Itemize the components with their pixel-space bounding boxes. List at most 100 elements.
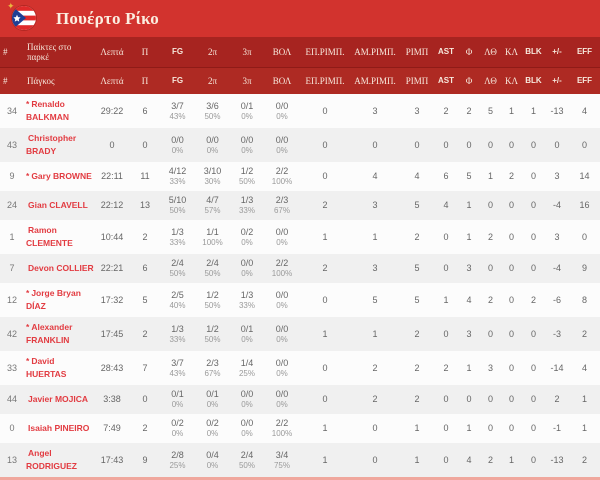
- stat-eff: 8: [581, 294, 587, 305]
- stat-oreb: 1: [322, 328, 328, 339]
- stat-pm: -4: [552, 263, 561, 273]
- player-name-link[interactable]: Gian CLAVELL: [28, 200, 88, 210]
- stat-f: 5: [466, 171, 472, 181]
- stat-pm: -13: [550, 105, 564, 116]
- player-name-link[interactable]: Isaiah PINEIRO: [28, 423, 90, 433]
- stat-fg: 2/5 40%: [160, 283, 195, 317]
- stat-blk: 0: [530, 454, 536, 465]
- made-attempted: 3/10: [203, 166, 222, 176]
- made-attempted: 2/3: [275, 195, 289, 205]
- player-row: 12 * Jorge Bryan DÍAZ 17:32 5 2/5 40% 1/2 50% 1/3…: [0, 283, 600, 317]
- starter-asterisk: *: [26, 322, 30, 332]
- stat-p3: 0/1 0%: [230, 317, 264, 351]
- percentage: 50%: [204, 269, 221, 278]
- percentage: 100%: [202, 237, 223, 247]
- column-header-ast: AST: [438, 47, 454, 57]
- team-banner: ✦ Πουέρτο Ρίκο: [0, 0, 600, 37]
- stat-eff: 0: [581, 139, 587, 150]
- stat-fg: 0/2 0%: [160, 414, 195, 443]
- stat-stl: 0: [508, 328, 514, 339]
- player-name-cell: Javier MOJICA: [24, 385, 94, 414]
- stat-oreb: 0: [322, 105, 328, 116]
- percentage: 75%: [273, 460, 290, 470]
- made-attempted: 0/0: [206, 134, 219, 145]
- stat-p3: 1/3 33%: [230, 191, 264, 220]
- made-attempted: 2/2: [275, 258, 289, 268]
- player-name-link[interactable]: Gary BROWNE: [31, 171, 92, 181]
- stat-oreb: 0: [322, 171, 328, 181]
- stat-blk: 0: [530, 200, 536, 210]
- stat-min: 22:12: [100, 200, 124, 210]
- stat-p3: 0/1 0%: [230, 94, 264, 128]
- player-name-link[interactable]: Javier MOJICA: [28, 394, 88, 404]
- player-name-link[interactable]: Angel RODRIGUEZ: [26, 448, 77, 471]
- column-header-pts: Π: [141, 46, 149, 57]
- stat-stl: 0: [508, 263, 514, 273]
- stat-stl: 1: [508, 105, 514, 116]
- percentage: 50%: [204, 300, 221, 310]
- stat-p2: 3/6 50%: [195, 94, 230, 128]
- player-name-link[interactable]: Ramon CLEMENTE: [26, 225, 73, 248]
- stat-pts: 11: [140, 171, 150, 181]
- player-name-cell: Gian CLAVELL: [24, 191, 94, 220]
- stat-pts: 0: [142, 394, 148, 404]
- made-attempted: 0/4: [206, 449, 219, 460]
- player-row: 1 Ramon CLEMENTE 10:44 2 1/3 33% 1/1 100% 0/2 0% 0…: [0, 220, 600, 254]
- column-header-f: Φ: [465, 75, 473, 86]
- percentage: 0%: [276, 400, 288, 409]
- stat-reb: 2: [414, 231, 420, 242]
- player-name-link[interactable]: Devon COLLIER: [28, 263, 94, 273]
- stat-dreb: 5: [372, 294, 378, 305]
- player-number: 43: [6, 139, 17, 150]
- stat-to: 5: [487, 105, 493, 116]
- made-attempted: 0/2: [206, 418, 219, 428]
- player-name-cell: Devon COLLIER: [24, 254, 94, 283]
- stat-ft: 2/2 100%: [264, 414, 300, 443]
- stat-oreb: 2: [322, 263, 328, 273]
- stat-f: 0: [466, 394, 472, 404]
- stat-pm: 2: [554, 394, 560, 404]
- stat-p2: 1/2 50%: [195, 317, 230, 351]
- player-name-link[interactable]: Christopher BRADY: [26, 133, 77, 156]
- stat-ast: 2: [443, 105, 449, 116]
- made-attempted: 0/1: [240, 100, 254, 111]
- percentage: 25%: [238, 368, 255, 378]
- stat-p3: 0/0 0%: [230, 414, 264, 443]
- starter-asterisk: *: [26, 288, 30, 298]
- player-name-link[interactable]: Renaldo BALKMAN: [26, 99, 69, 122]
- percentage: 67%: [204, 368, 221, 378]
- made-attempted: 0/0: [171, 134, 184, 145]
- player-name-cell: Isaiah PINEIRO: [24, 414, 94, 443]
- player-name-link[interactable]: Alexander FRANKLIN: [26, 322, 73, 345]
- stat-stl: 0: [508, 231, 514, 242]
- player-number: 0: [9, 423, 15, 433]
- player-row: 33 * David HUERTAS 28:43 7 3/7 43% 2/3 67% 1/4 25%…: [0, 351, 600, 385]
- player-name-link[interactable]: Jorge Bryan DÍAZ: [26, 288, 81, 311]
- stat-dreb: 1: [372, 328, 378, 339]
- starter-asterisk: *: [26, 99, 30, 109]
- stat-dreb: 2: [372, 362, 378, 373]
- made-attempted: 0/2: [240, 226, 254, 237]
- percentage: 0%: [276, 368, 288, 378]
- made-attempted: 0/0: [275, 289, 289, 300]
- stat-ft: 0/0 0%: [264, 128, 300, 162]
- stat-p2: 2/4 50%: [195, 254, 230, 283]
- made-attempted: 5/10: [168, 195, 187, 205]
- stat-eff: 1: [581, 423, 587, 433]
- stat-to: 0: [487, 263, 493, 273]
- stat-p3: 0/0 0%: [230, 254, 264, 283]
- player-name-link[interactable]: David HUERTAS: [26, 356, 67, 379]
- stat-f: 1: [466, 423, 472, 433]
- column-header-ft: ΒΟΛ: [272, 75, 292, 86]
- stat-to: 3: [487, 362, 493, 373]
- stat-f: 3: [466, 263, 472, 273]
- made-attempted: 1/2: [206, 289, 219, 300]
- stat-fg: 0/0 0%: [160, 128, 195, 162]
- stat-min: 3:38: [103, 394, 121, 404]
- made-attempted: 0/0: [240, 418, 254, 428]
- stat-ft: 0/0 0%: [264, 220, 300, 254]
- stat-pts: 2: [142, 328, 148, 339]
- stat-stl: 0: [508, 200, 514, 210]
- column-header-min: Λεπτά: [100, 75, 124, 86]
- stat-stl: 0: [508, 362, 514, 373]
